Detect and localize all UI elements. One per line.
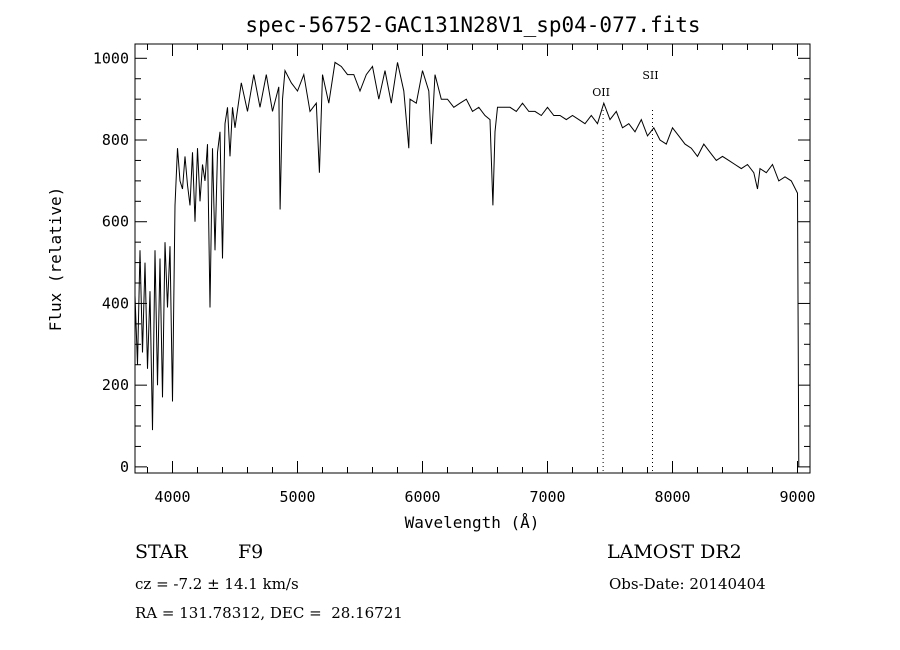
x-tick-label: 5000 [279, 488, 315, 506]
object-subclass: F9 [238, 541, 264, 563]
x-tick-label: 6000 [404, 488, 440, 506]
x-axis-ticks: 4000 5000 6000 7000 8000 9000 [147, 44, 816, 506]
chart-title: spec-56752-GAC131N28V1_sp04-077.fits [245, 13, 700, 37]
x-tick-label: 9000 [779, 488, 815, 506]
y-tick-label: 800 [102, 131, 129, 149]
redshift-velocity: cz = -7.2 ± 14.1 km/s [135, 575, 299, 593]
x-tick-label: 4000 [154, 488, 190, 506]
y-axis-ticks: 0 200 400 600 800 1000 [93, 49, 810, 476]
ra-dec-coordinates: RA = 131.78312, DEC = 28.16721 [135, 604, 403, 622]
x-tick-label: 8000 [654, 488, 690, 506]
y-axis-label: Flux (relative) [46, 187, 65, 332]
y-tick-label: 600 [102, 213, 129, 231]
marker-label-sii: SII [642, 69, 658, 82]
plot-frame [134, 43, 811, 474]
emission-line-markers: OII SII [592, 69, 659, 473]
y-tick-label: 0 [120, 458, 129, 476]
y-tick-label: 200 [102, 376, 129, 394]
y-tick-label: 400 [102, 294, 129, 312]
x-axis-label: Wavelength (Å) [405, 513, 540, 532]
survey-name: LAMOST DR2 [607, 541, 742, 563]
marker-label-oii: OII [592, 86, 610, 99]
y-tick-label: 1000 [93, 49, 129, 67]
object-class: STAR [135, 541, 188, 563]
flux-series-line [134, 61, 800, 467]
x-tick-label: 7000 [529, 488, 565, 506]
observation-date: Obs-Date: 20140404 [609, 575, 766, 593]
